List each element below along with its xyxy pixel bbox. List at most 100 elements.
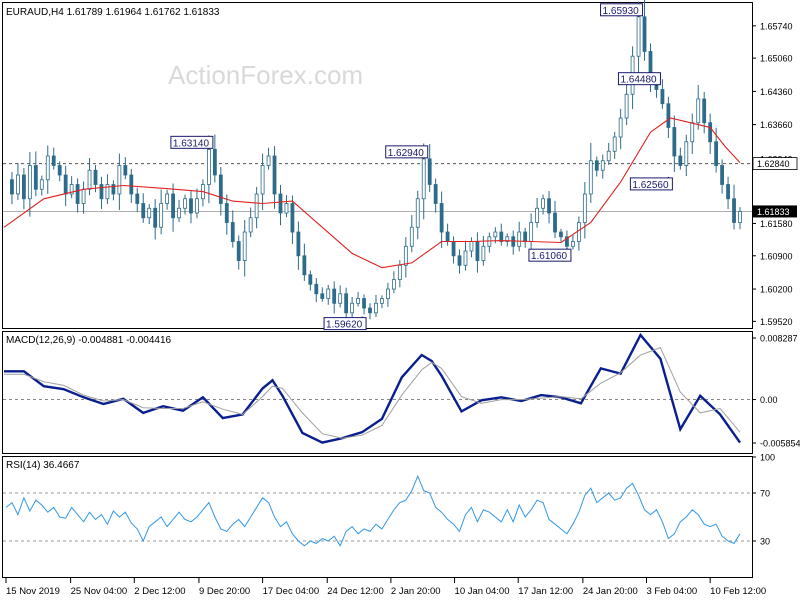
rsi-tick-label: 100 — [760, 453, 775, 463]
macd-tick-label: -0.005854 — [760, 439, 800, 449]
candle-body — [93, 169, 98, 185]
current-price-label: 1.61833 — [757, 207, 790, 217]
rsi-line — [3, 474, 752, 547]
candle-body — [397, 264, 402, 280]
candle-body — [45, 155, 50, 181]
candle-body — [582, 193, 587, 223]
candle-body — [51, 155, 56, 166]
candle-body — [457, 255, 462, 266]
horizontal-level-box — [752, 157, 798, 170]
candle-body — [565, 236, 569, 247]
candle-body — [296, 231, 301, 257]
annotation-box — [629, 177, 673, 191]
price-tick-label: 1.60900 — [760, 251, 793, 261]
candle-body — [636, 16, 641, 57]
price-pane-title: EURAUD,H4 1.61789 1.61964 1.61762 1.6183… — [6, 7, 220, 18]
candle-body — [326, 288, 331, 299]
horizontal-level-label: 1.62840 — [757, 159, 790, 169]
candle-body — [535, 207, 540, 223]
candle-body — [475, 241, 480, 261]
candle-body — [576, 222, 581, 242]
macd-lines — [3, 332, 752, 444]
price-tick-label: 1.65060 — [760, 54, 793, 64]
candle-body — [141, 203, 146, 219]
watermark: ActionForex.com — [168, 60, 363, 90]
price-horizontal-levels — [3, 163, 752, 212]
x-tick-label: 10 Jan 04:00 — [455, 586, 510, 597]
annotation-label: 1.63140 — [173, 138, 210, 149]
x-tick-label: 17 Jan 12:00 — [518, 586, 573, 597]
candle-body — [105, 184, 110, 200]
annotation-label: 1.62560 — [632, 180, 669, 191]
x-tick-label: 25 Nov 04:00 — [71, 586, 128, 597]
candle-body — [386, 288, 390, 299]
candle-body — [350, 302, 355, 314]
candle-body — [260, 165, 265, 195]
rsi-pane-frame — [2, 456, 753, 578]
candle-body — [362, 298, 366, 309]
current-price-box — [753, 205, 797, 218]
candle-body — [696, 98, 701, 124]
candle-body — [171, 193, 175, 219]
candle-body — [332, 288, 337, 304]
candle-body — [81, 188, 86, 204]
candle-body — [189, 198, 193, 214]
macd-tick-label: 0.00 — [760, 395, 778, 405]
candle-body — [547, 198, 551, 214]
candle-body — [69, 184, 74, 195]
x-tick-label: 10 Feb 12:00 — [710, 586, 766, 597]
x-tick-label: 15 Nov 2019 — [6, 586, 60, 597]
macd-main-line — [4, 332, 741, 444]
candle-body — [165, 193, 170, 204]
candle-body — [284, 203, 289, 214]
candle-body — [10, 179, 14, 195]
macd-pane-title: MACD(12,26,9) -0.004881 -0.004416 — [6, 335, 172, 346]
annotation-box — [600, 3, 644, 17]
candle-body — [195, 198, 199, 214]
candle-body — [463, 250, 468, 266]
time-x-axis: 15 Nov 2019 25 Nov 04:00 2 Dec 12:00 9 Dec … — [5, 578, 766, 597]
candle-body — [380, 298, 384, 304]
candle-body — [594, 160, 599, 171]
candle-body — [433, 184, 438, 204]
candle-body — [314, 283, 319, 295]
candle-body — [218, 174, 223, 204]
candle-body — [642, 16, 647, 52]
annotation-label: 1.65930 — [603, 6, 640, 17]
rsi-y-axis: 100 70 30 — [752, 453, 775, 547]
macd-tick-label: 0.008287 — [760, 334, 798, 344]
candle-body — [212, 148, 217, 176]
price-pane-frame — [2, 2, 753, 329]
x-tick-label: 24 Dec 12:00 — [327, 586, 384, 597]
candle-body — [421, 158, 426, 200]
candle-body — [302, 255, 307, 276]
candle-body — [224, 203, 229, 223]
candle-body — [493, 231, 498, 238]
macd-y-axis: 0.008287 0.00 -0.005854 — [752, 334, 800, 449]
annotation-label: 1.64480 — [620, 75, 657, 86]
x-tick-label: 24 Jan 20:00 — [583, 586, 638, 597]
candle-body — [117, 165, 122, 195]
candle-body — [39, 179, 44, 190]
candle-body — [469, 241, 474, 252]
candle-body — [529, 222, 534, 242]
candle-body — [278, 193, 283, 214]
candle-body — [439, 203, 444, 233]
candle-body — [588, 160, 593, 195]
rsi-series-line — [5, 474, 741, 547]
candle-body — [553, 212, 557, 233]
annotation-box — [170, 135, 214, 149]
rsi-tick-label: 70 — [760, 489, 770, 499]
candle-body — [499, 231, 504, 242]
candle-body — [559, 231, 563, 238]
candle-body — [409, 226, 414, 247]
price-tick-label: 1.59520 — [760, 317, 793, 327]
x-tick-label: 3 Feb 04:00 — [647, 586, 698, 597]
candle-body — [684, 141, 689, 166]
candle-body — [451, 241, 456, 257]
candle-body — [726, 184, 730, 200]
candle-body — [99, 184, 104, 200]
